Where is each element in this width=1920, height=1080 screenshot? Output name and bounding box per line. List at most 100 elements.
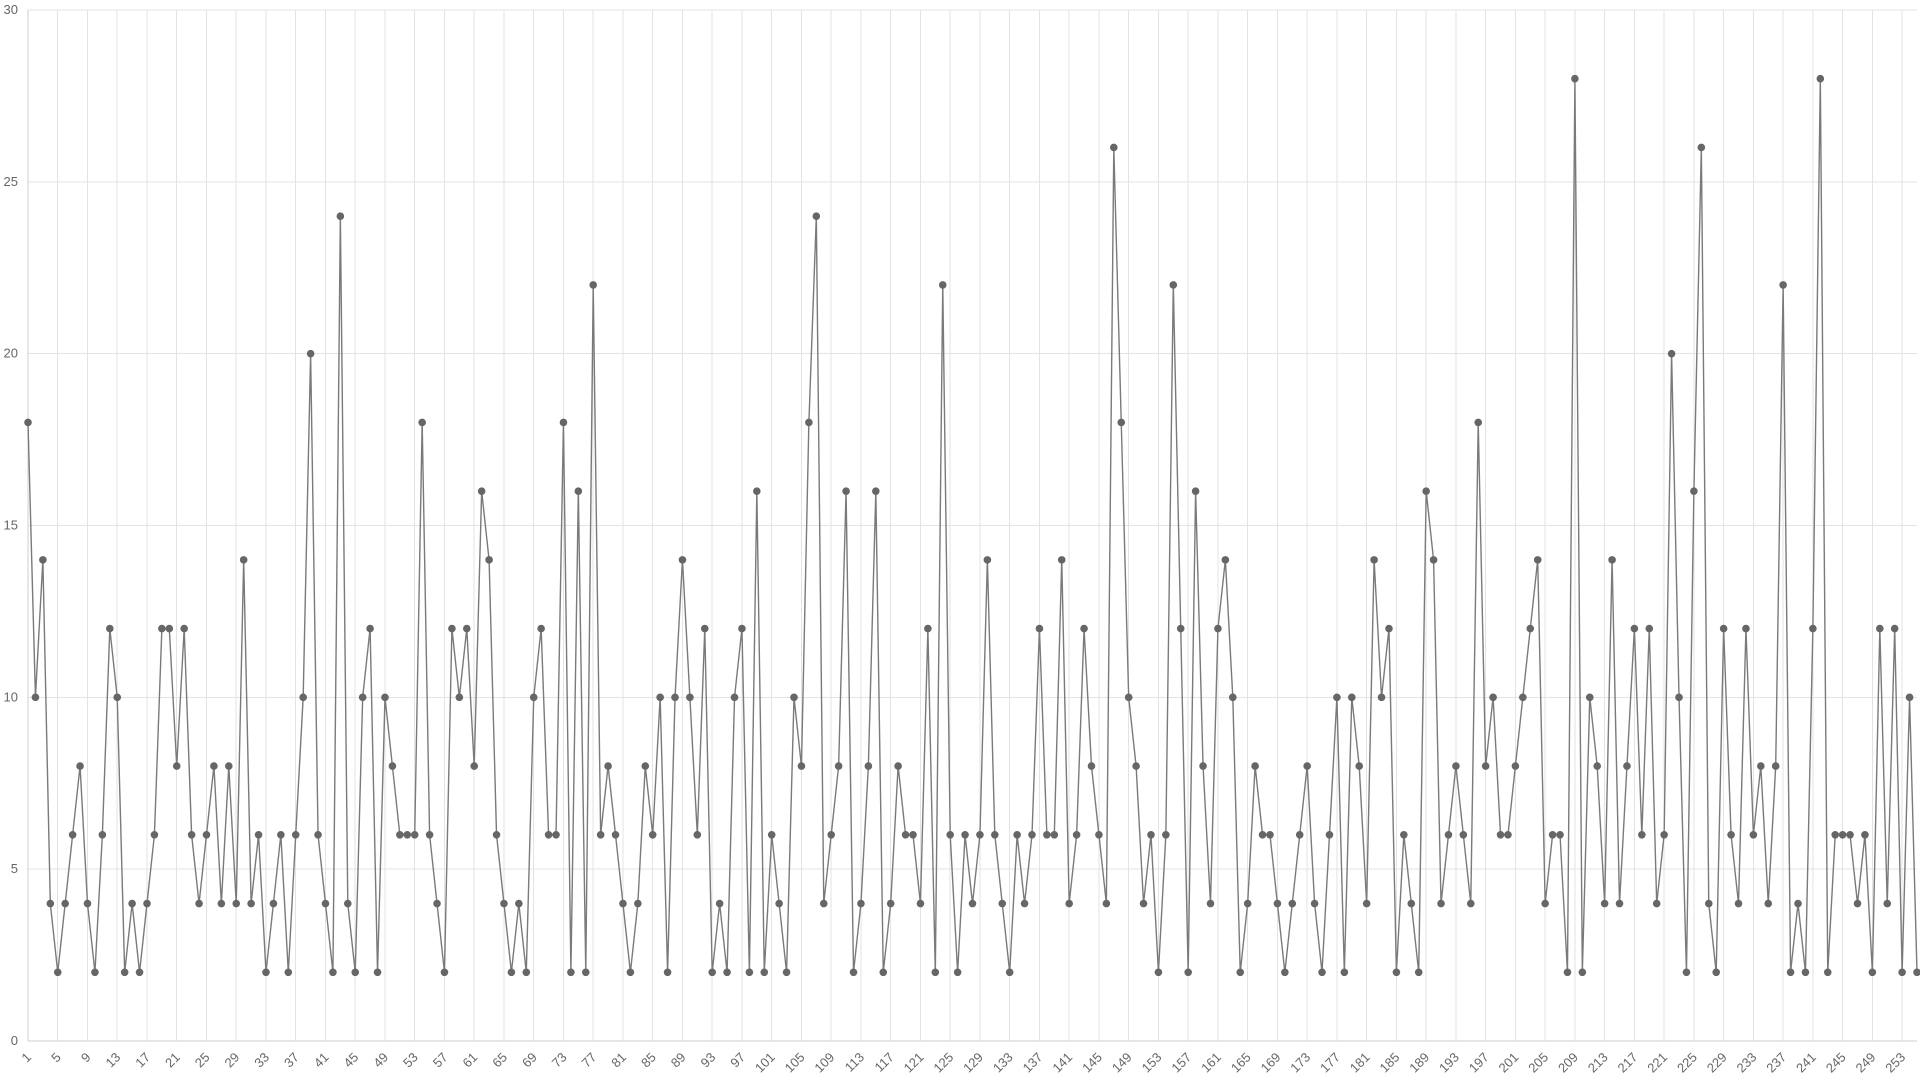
data-point[interactable] xyxy=(708,968,717,977)
data-point[interactable] xyxy=(1273,899,1282,908)
data-point[interactable] xyxy=(1496,831,1505,839)
data-point[interactable] xyxy=(1898,968,1906,977)
data-point[interactable] xyxy=(805,418,813,427)
data-point[interactable] xyxy=(485,556,493,564)
data-point[interactable] xyxy=(894,762,902,770)
data-point[interactable] xyxy=(1295,831,1304,839)
data-point[interactable] xyxy=(1742,624,1750,633)
data-point[interactable] xyxy=(113,693,122,702)
data-point[interactable] xyxy=(1377,693,1386,702)
data-point[interactable] xyxy=(648,831,657,839)
data-point[interactable] xyxy=(1206,899,1215,908)
data-point[interactable] xyxy=(715,899,724,908)
data-point[interactable] xyxy=(1355,762,1364,770)
data-point[interactable] xyxy=(1288,899,1297,908)
data-point[interactable] xyxy=(1883,899,1892,908)
data-point[interactable] xyxy=(671,693,679,702)
data-point[interactable] xyxy=(336,212,345,220)
data-point[interactable] xyxy=(477,487,486,495)
data-point[interactable] xyxy=(1139,899,1148,908)
data-point[interactable] xyxy=(351,968,360,977)
data-point[interactable] xyxy=(767,831,776,839)
data-point[interactable] xyxy=(552,831,560,839)
data-point[interactable] xyxy=(634,899,642,908)
data-point[interactable] xyxy=(723,968,731,977)
data-point[interactable] xyxy=(1905,693,1914,702)
data-point[interactable] xyxy=(492,831,501,839)
data-point[interactable] xyxy=(1214,624,1222,633)
data-point[interactable] xyxy=(403,831,412,839)
data-point[interactable] xyxy=(693,831,702,839)
data-point[interactable] xyxy=(284,968,293,977)
data-point[interactable] xyxy=(381,693,389,702)
data-point[interactable] xyxy=(775,899,783,908)
data-point[interactable] xyxy=(366,624,374,633)
data-point[interactable] xyxy=(1526,624,1535,633)
data-point[interactable] xyxy=(924,624,932,633)
data-point[interactable] xyxy=(596,831,605,839)
data-point[interactable] xyxy=(872,487,880,495)
data-point[interactable] xyxy=(1154,968,1163,977)
data-point[interactable] xyxy=(76,762,84,770)
data-point[interactable] xyxy=(700,624,709,633)
data-point[interactable] xyxy=(187,831,196,839)
data-point[interactable] xyxy=(262,968,270,977)
data-point[interactable] xyxy=(991,831,999,839)
data-point[interactable] xyxy=(1660,831,1668,839)
data-point[interactable] xyxy=(901,831,910,839)
data-point[interactable] xyxy=(1095,831,1103,839)
data-point[interactable] xyxy=(61,899,69,908)
data-point[interactable] xyxy=(500,899,508,908)
data-point[interactable] xyxy=(529,693,538,702)
data-point[interactable] xyxy=(143,899,151,908)
data-point[interactable] xyxy=(321,899,330,908)
data-point[interactable] xyxy=(1667,349,1676,358)
data-point[interactable] xyxy=(1228,693,1237,702)
data-point[interactable] xyxy=(1638,831,1646,839)
data-point[interactable] xyxy=(1786,968,1795,977)
data-point[interactable] xyxy=(589,281,598,289)
data-point[interactable] xyxy=(626,968,635,977)
data-point[interactable] xyxy=(1623,762,1631,770)
data-point[interactable] xyxy=(1838,831,1847,839)
data-point[interactable] xyxy=(418,418,426,427)
data-point[interactable] xyxy=(946,831,954,839)
data-point[interactable] xyxy=(1541,899,1549,908)
data-point[interactable] xyxy=(1771,762,1780,770)
data-point[interactable] xyxy=(1005,968,1014,977)
data-point[interactable] xyxy=(1169,281,1178,289)
data-point[interactable] xyxy=(91,968,99,977)
data-point[interactable] xyxy=(1853,899,1862,908)
data-point[interactable] xyxy=(1630,624,1639,633)
data-point[interactable] xyxy=(1199,762,1207,770)
data-point[interactable] xyxy=(790,693,798,702)
data-point[interactable] xyxy=(827,831,835,839)
data-point[interactable] xyxy=(172,762,181,770)
data-point[interactable] xyxy=(619,899,627,908)
data-point[interactable] xyxy=(1801,968,1810,977)
data-point[interactable] xyxy=(1362,899,1371,908)
data-point[interactable] xyxy=(269,899,278,908)
data-point[interactable] xyxy=(1043,831,1051,839)
data-point[interactable] xyxy=(1191,487,1200,495)
data-point[interactable] xyxy=(738,624,746,633)
data-point[interactable] xyxy=(641,762,650,770)
data-point[interactable] xyxy=(1585,693,1594,702)
data-point[interactable] xyxy=(1615,899,1624,908)
data-point[interactable] xyxy=(1452,762,1460,770)
data-point[interactable] xyxy=(1422,487,1430,495)
data-point[interactable] xyxy=(343,899,352,908)
data-point[interactable] xyxy=(1407,899,1416,908)
data-point[interactable] xyxy=(834,762,843,770)
data-point[interactable] xyxy=(522,968,531,977)
data-point[interactable] xyxy=(938,281,947,289)
data-point[interactable] xyxy=(1682,968,1691,977)
data-point[interactable] xyxy=(1794,899,1802,908)
data-point[interactable] xyxy=(1519,693,1527,702)
data-point[interactable] xyxy=(507,968,516,977)
data-point[interactable] xyxy=(1162,831,1170,839)
data-point[interactable] xyxy=(1132,762,1140,770)
data-point[interactable] xyxy=(53,968,62,977)
data-point[interactable] xyxy=(329,968,337,977)
data-point[interactable] xyxy=(1020,899,1029,908)
